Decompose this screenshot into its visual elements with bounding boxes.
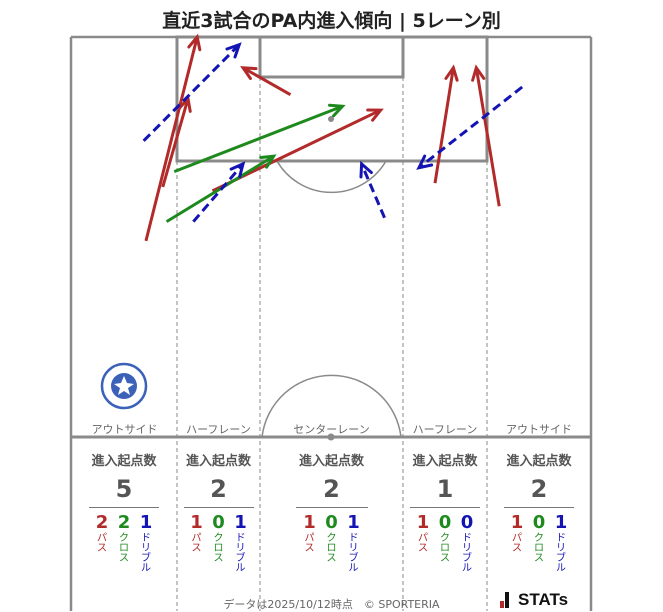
dribble-count: 0 [460,512,474,533]
pass-arrow [242,66,292,96]
page-title: 直近3試合のPA内進入傾向 | 5レーン別 [162,10,501,32]
cross-label: クロス [213,533,224,564]
stats-column-halfspace-left: 進入起点数 2 1 パス 0 クロス 1 ドリブル [177,450,260,574]
stats-total: 5 [115,475,133,503]
stats-header: 進入起点数 [185,454,251,469]
pass-arrow [144,36,199,242]
lane-label-outside-left: アウトサイド [91,423,158,436]
cross-arrowhead [328,103,346,118]
cross-count: 0 [532,512,546,533]
stats-column-outside-right: 進入起点数 2 1 パス 0 クロス 1 ドリブル [487,450,591,574]
dribble-count: 1 [554,512,568,533]
dribble-label: ドリブル [462,533,472,574]
stats-total: 2 [323,475,340,503]
penalty-arc [276,160,387,194]
dribble-count: 1 [139,512,153,533]
stats-header: 進入起点数 [506,454,572,469]
pass-arrowhead [187,33,202,52]
stats-brand: STATs [500,590,568,610]
stats-divider [183,507,254,508]
entry-arrows [142,33,524,242]
pass-label: パス [418,533,428,554]
dribble-count: 1 [234,512,247,533]
cross-count: 0 [325,512,338,533]
pass-arrowhead [366,108,384,122]
dribble-arrow [418,85,524,169]
pitch-markings [69,35,593,611]
dribble-arrowhead [225,42,242,59]
pass-arrowhead [177,95,192,113]
cross-arrowhead [259,154,277,169]
goal-area [258,35,405,79]
cross-arrow [173,104,344,174]
stats-total: 1 [436,475,454,503]
lane-label-halfspace-right: ハーフレーン [412,423,478,436]
dribble-arrow [360,163,386,219]
pass-label: パス [512,533,522,554]
pass-label: パス [304,533,315,554]
cross-count: 0 [212,512,225,533]
dribble-label: ドリブル [141,533,151,574]
pass-count: 1 [416,512,430,533]
lane-label-outside-right: アウトサイド [506,423,572,436]
pass-arrowhead [444,64,459,82]
stats-column-outside-left: 進入起点数 5 2 パス 2 クロス 1 ドリブル [74,450,174,574]
lane-label-center: センターレーン [293,423,370,436]
stats-column-center: 進入起点数 2 1 パス 0 クロス 1 ドリブル [260,450,403,574]
penalty-spot [328,116,334,122]
pass-arrow [433,67,455,184]
brand-label: STATs [518,590,569,609]
dribble-arrowhead [229,161,246,178]
pass-label: パス [97,533,107,554]
team-logo [100,362,148,414]
dribble-arrowhead [359,160,373,179]
cross-count: 2 [117,512,131,533]
cross-label: クロス [534,533,544,564]
pass-arrow [474,67,501,207]
stats-divider [295,507,368,508]
stats-header: 進入起点数 [91,454,157,469]
lane-label-halfspace-left: ハーフレーン [186,423,251,436]
dribble-arrowhead [416,154,434,170]
stats-total: 2 [530,475,548,503]
pass-arrowhead [471,64,486,82]
pass-count: 1 [510,512,524,533]
pass-count: 2 [95,512,109,533]
footer-note: データは2025/10/12時点 © SPORTERIA [223,598,440,611]
pass-count: 1 [190,512,203,533]
stats-divider [504,507,574,508]
dribble-count: 1 [347,512,360,533]
cross-label: クロス [119,533,129,564]
brand-mark-icon [500,592,513,608]
pass-count: 1 [303,512,316,533]
dribble-label: ドリブル [235,533,246,574]
cross-label: クロス [326,533,337,564]
pass-arrow [161,98,190,188]
stats-divider [89,507,159,508]
dribble-label: ドリブル [556,533,566,574]
dribble-label: ドリブル [348,533,359,574]
pass-label: パス [191,533,202,554]
stats-header: 進入起点数 [298,454,364,469]
stats-total: 2 [210,475,227,503]
dribble-arrow [142,43,241,142]
cross-count: 0 [438,512,452,533]
stats-column-halfspace-right: 進入起点数 1 1 パス 0 クロス 0 ドリブル [403,450,487,574]
stats-divider [410,507,480,508]
pass-arrowhead [240,66,258,80]
cross-label: クロス [440,533,450,564]
center-circle [261,374,402,438]
stats-header: 進入起点数 [412,454,478,469]
dribble-arrow [192,162,245,223]
